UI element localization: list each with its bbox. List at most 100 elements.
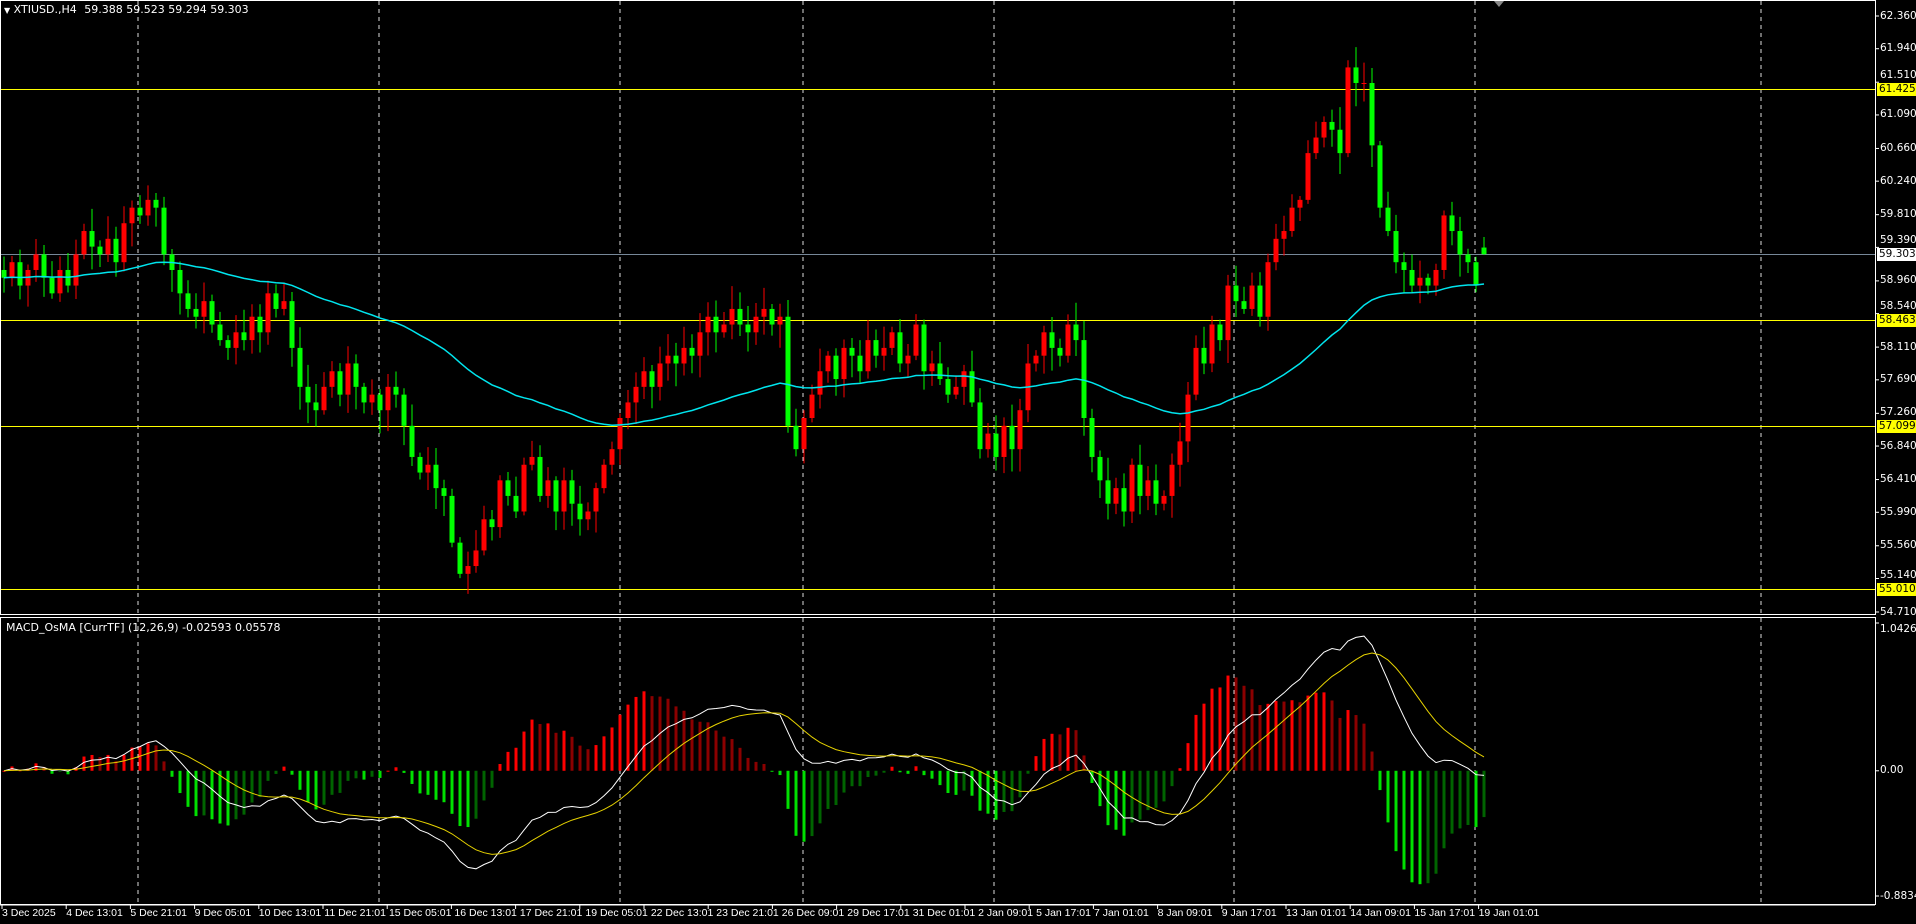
candle-body[interactable] <box>185 293 191 309</box>
candle-body[interactable] <box>513 495 519 512</box>
candle-body[interactable] <box>689 347 695 356</box>
candle-body[interactable] <box>305 386 311 403</box>
candle-body[interactable] <box>257 316 263 333</box>
candle-body[interactable] <box>193 308 199 317</box>
candle-body[interactable] <box>1441 215 1447 270</box>
candle-body[interactable] <box>1433 269 1439 286</box>
candle-body[interactable] <box>89 231 95 247</box>
candle-body[interactable] <box>737 308 743 325</box>
candle-body[interactable] <box>329 371 335 387</box>
candle-body[interactable] <box>1305 153 1311 200</box>
candle-body[interactable] <box>849 347 855 356</box>
candle-body[interactable] <box>977 402 983 450</box>
candle-body[interactable] <box>457 542 463 574</box>
candle-body[interactable] <box>113 238 119 263</box>
candle-body[interactable] <box>417 456 423 473</box>
candle-body[interactable] <box>1241 301 1247 309</box>
candle-body[interactable] <box>249 316 255 341</box>
candle-body[interactable] <box>665 355 671 364</box>
candle-body[interactable] <box>833 355 839 380</box>
candle-body[interactable] <box>841 347 847 380</box>
candle-body[interactable] <box>505 480 511 496</box>
candle-body[interactable] <box>953 386 959 395</box>
candle-body[interactable] <box>1209 324 1215 364</box>
candle-body[interactable] <box>1177 441 1183 465</box>
candle-body[interactable] <box>377 394 383 411</box>
candle-body[interactable] <box>585 511 591 520</box>
candle-body[interactable] <box>1153 480 1159 504</box>
candle-body[interactable] <box>137 207 143 216</box>
candle-body[interactable] <box>1393 231 1399 263</box>
candle-body[interactable] <box>225 340 231 348</box>
candle-body[interactable] <box>929 363 935 372</box>
candle-body[interactable] <box>1369 83 1375 146</box>
candle-body[interactable] <box>817 371 823 395</box>
candle-body[interactable] <box>921 324 927 372</box>
candle-body[interactable] <box>721 324 727 333</box>
candle-body[interactable] <box>521 464 527 512</box>
candle-body[interactable] <box>209 301 215 325</box>
candle-body[interactable] <box>97 246 103 255</box>
candle-body[interactable] <box>473 550 479 567</box>
candle-body[interactable] <box>481 519 487 551</box>
candle-body[interactable] <box>569 480 575 504</box>
candle-body[interactable] <box>1377 145 1383 208</box>
candle-body[interactable] <box>593 488 599 512</box>
candle-body[interactable] <box>1 269 7 278</box>
candle-body[interactable] <box>1009 425 1015 450</box>
candle-body[interactable] <box>1121 488 1127 512</box>
candle-body[interactable] <box>609 449 615 465</box>
candle-body[interactable] <box>577 503 583 520</box>
candle-body[interactable] <box>105 238 111 255</box>
candle-body[interactable] <box>1249 285 1255 309</box>
candle-body[interactable] <box>33 254 39 270</box>
candle-body[interactable] <box>145 199 151 216</box>
candle-body[interactable] <box>913 324 919 356</box>
candle-body[interactable] <box>881 347 887 356</box>
candle-body[interactable] <box>1337 129 1343 154</box>
candle-body[interactable] <box>81 231 87 255</box>
candle-body[interactable] <box>1289 207 1295 232</box>
candle-body[interactable] <box>1033 355 1039 364</box>
candle-body[interactable] <box>297 347 303 387</box>
candle-body[interactable] <box>1145 480 1151 496</box>
candle-body[interactable] <box>1321 121 1327 138</box>
candle-body[interactable] <box>1057 347 1063 356</box>
candle-body[interactable] <box>1073 324 1079 341</box>
candle-body[interactable] <box>1481 247 1487 255</box>
candle-body[interactable] <box>1193 347 1199 395</box>
candle-body[interactable] <box>697 332 703 356</box>
candle-body[interactable] <box>785 316 791 426</box>
candle-body[interactable] <box>753 316 759 333</box>
candle-body[interactable] <box>321 386 327 411</box>
candle-body[interactable] <box>1081 340 1087 419</box>
candle-body[interactable] <box>969 371 975 403</box>
candle-body[interactable] <box>1417 277 1423 286</box>
candle-body[interactable] <box>1097 456 1103 481</box>
candle-body[interactable] <box>937 363 943 380</box>
candle-body[interactable] <box>425 464 431 473</box>
candle-body[interactable] <box>713 316 719 333</box>
candle-body[interactable] <box>1089 418 1095 457</box>
candle-body[interactable] <box>1345 67 1351 154</box>
candle-body[interactable] <box>161 207 167 255</box>
candle-body[interactable] <box>1105 480 1111 504</box>
candle-body[interactable] <box>49 277 55 294</box>
candle-body[interactable] <box>1225 285 1231 341</box>
candle-body[interactable] <box>1449 215 1455 232</box>
candle-body[interactable] <box>1137 464 1143 496</box>
candle-body[interactable] <box>1329 121 1335 130</box>
candle-body[interactable] <box>993 433 999 457</box>
candle-body[interactable] <box>945 379 951 395</box>
candle-body[interactable] <box>865 340 871 372</box>
candle-body[interactable] <box>497 480 503 528</box>
candle-body[interactable] <box>1017 410 1023 450</box>
candle-body[interactable] <box>1065 324 1071 356</box>
candle-body[interactable] <box>1361 83 1367 85</box>
candle-body[interactable] <box>129 207 135 224</box>
candle-body[interactable] <box>273 293 279 309</box>
candle-body[interactable] <box>361 386 367 403</box>
candle-body[interactable] <box>1409 269 1415 286</box>
candle-body[interactable] <box>369 394 375 403</box>
candle-body[interactable] <box>617 418 623 450</box>
